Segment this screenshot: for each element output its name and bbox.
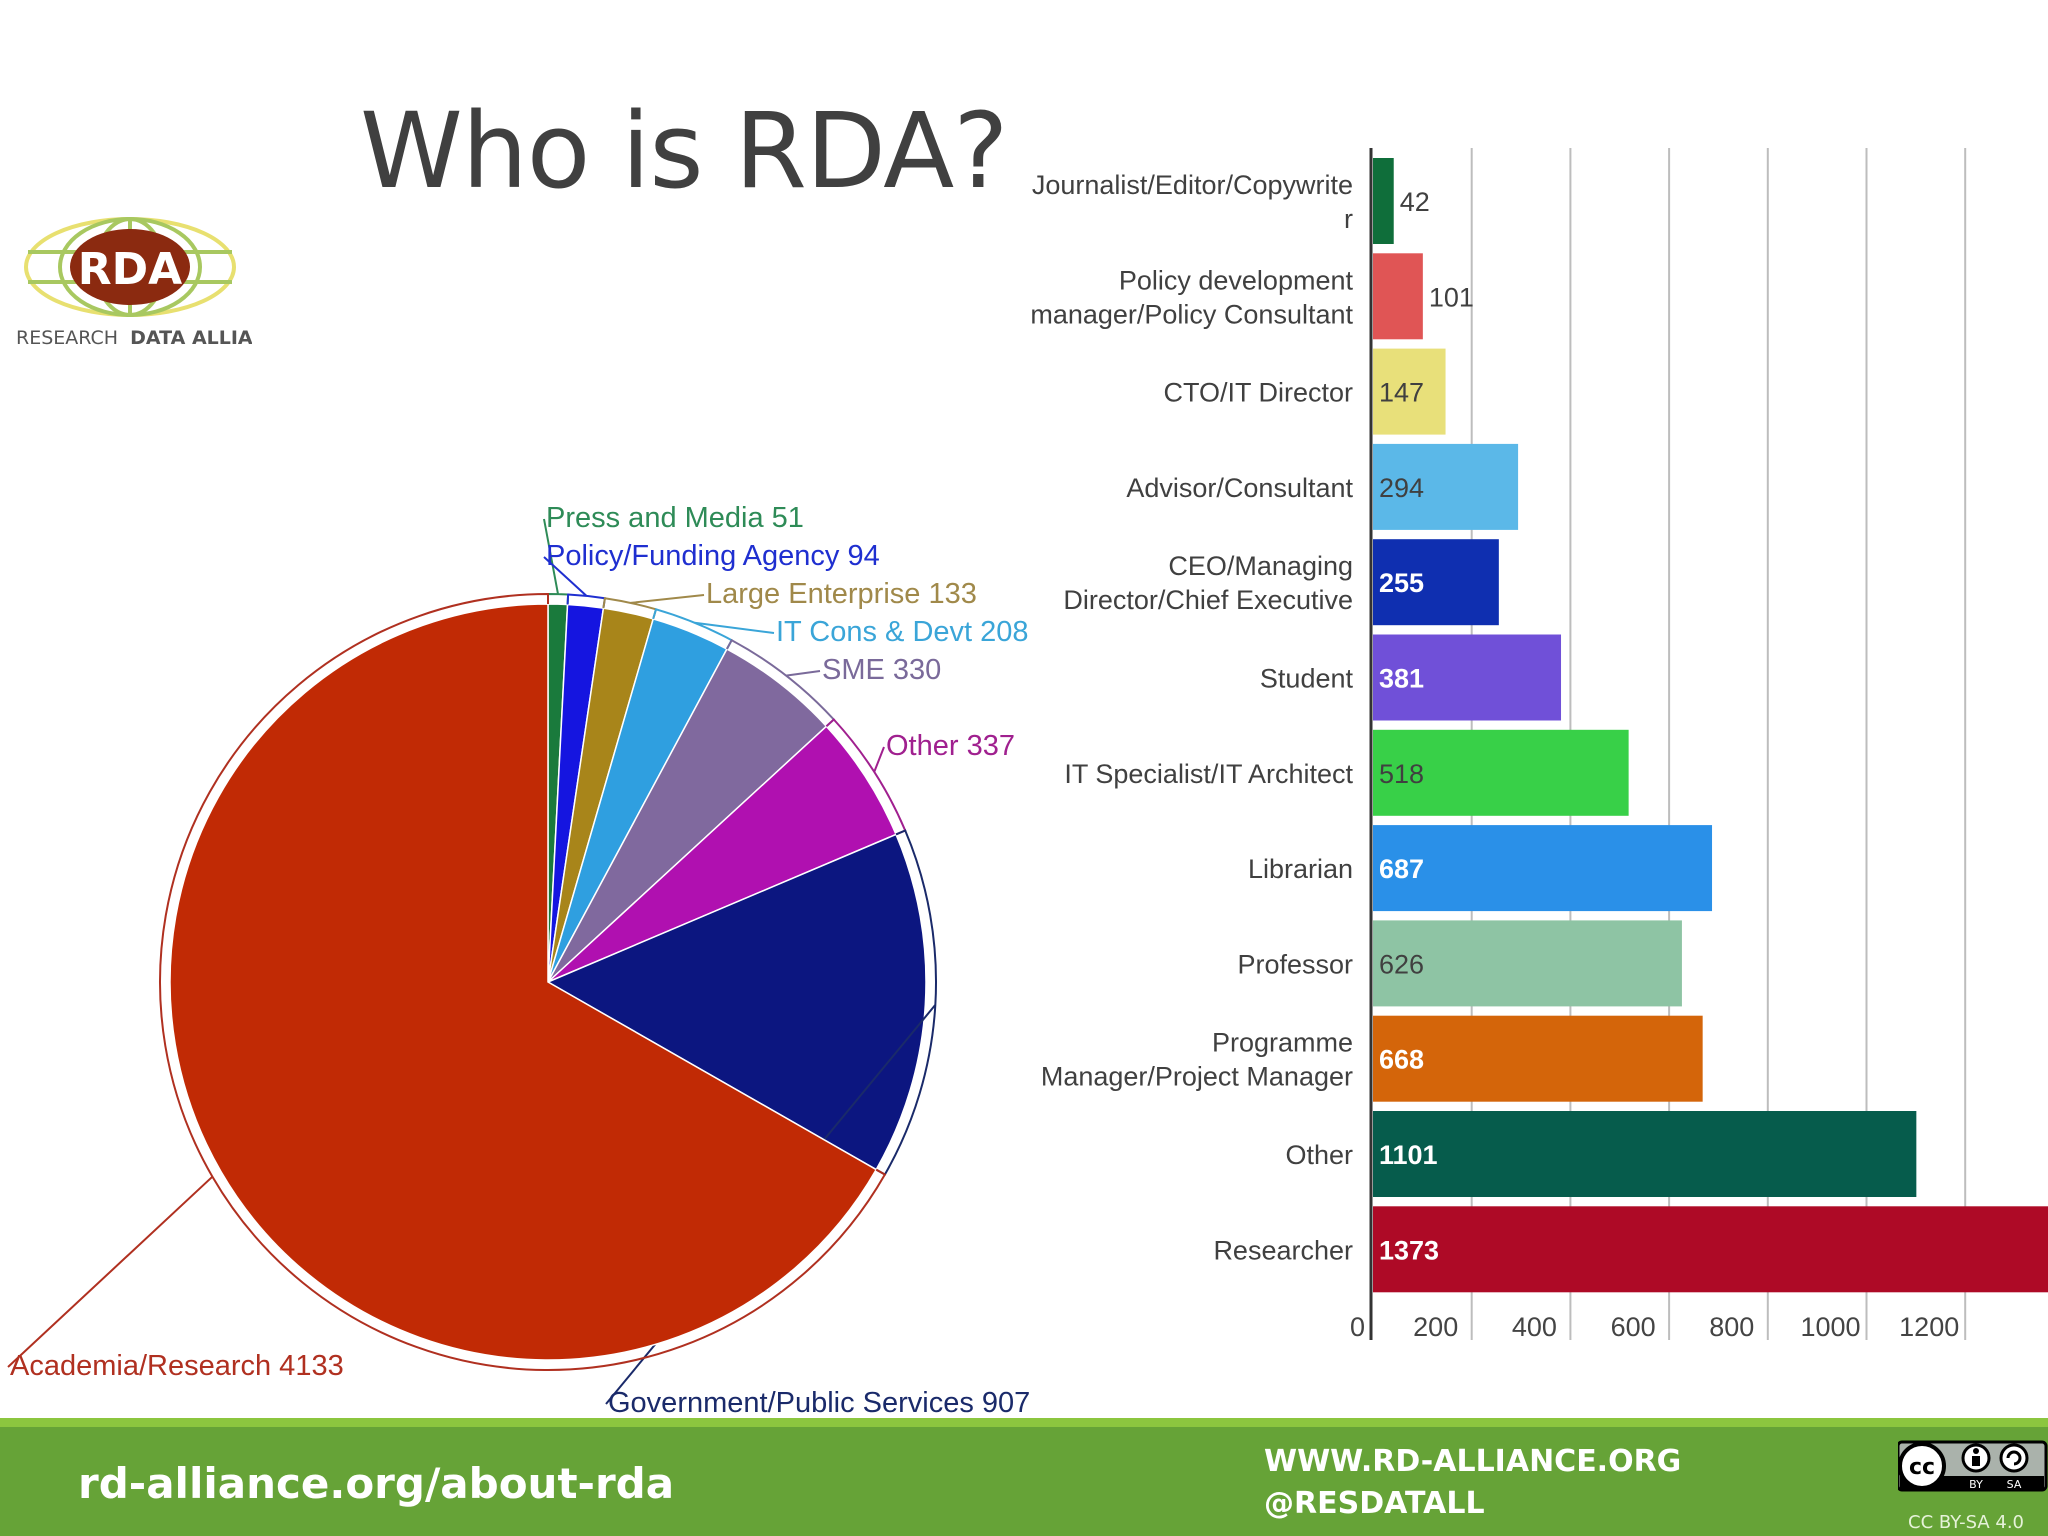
pie-slice-label: IT Cons & Devt 208 bbox=[776, 616, 1029, 648]
bar-value-label: 42 bbox=[1400, 187, 1430, 217]
footer-url-link[interactable]: rd-alliance.org/about-rda bbox=[78, 1459, 675, 1508]
footer-twitter-handle[interactable]: @RESDATALL bbox=[1264, 1486, 1485, 1521]
bar-value-label: 1101 bbox=[1379, 1140, 1438, 1170]
x-tick-label: 800 bbox=[1709, 1312, 1754, 1342]
bar bbox=[1373, 825, 1713, 912]
by-icon bbox=[1961, 1443, 1991, 1473]
x-tick-label: 1200 bbox=[1899, 1312, 1959, 1342]
bar-value-label: 381 bbox=[1379, 664, 1424, 694]
x-tick-label: 1000 bbox=[1800, 1312, 1860, 1342]
bar bbox=[1373, 1111, 1917, 1197]
pie-slice-label: Academia/Research 4133 bbox=[10, 1350, 344, 1382]
bar-value-label: 255 bbox=[1379, 568, 1424, 598]
cc-license-badge: cc BY SA bbox=[1898, 1440, 2048, 1492]
bar-value-label: 294 bbox=[1379, 473, 1424, 503]
bar bbox=[1373, 634, 1562, 721]
bar-category-label: Librarian bbox=[1248, 854, 1353, 884]
bar bbox=[1373, 1206, 2048, 1293]
bar-category-label: Other bbox=[1285, 1140, 1353, 1170]
rda-logo: RDA RESEARCH DATA ALLIANCE bbox=[16, 217, 252, 349]
pie-slice-label: Large Enterprise 133 bbox=[706, 578, 977, 610]
footer-website-link[interactable]: WWW.RD-ALLIANCE.ORG bbox=[1264, 1444, 1682, 1479]
bar-category-label: Advisor/Consultant bbox=[1126, 473, 1353, 503]
pie-slice bbox=[546, 833, 927, 1171]
pie-slice-label: SME 330 bbox=[822, 654, 941, 686]
bar-chart: 0 200 400 600 800 1000 1200 42 Journalist/Editor… bbox=[1030, 148, 2048, 1342]
slide-title: Who is RDA? bbox=[360, 90, 1008, 212]
cc-by-label: BY bbox=[1969, 1478, 1983, 1491]
x-tick-label: 200 bbox=[1413, 1312, 1458, 1342]
bar-category-label: CTO/IT Director bbox=[1163, 378, 1353, 408]
logo-name-light: RESEARCH bbox=[16, 327, 118, 349]
bar-value-label: 101 bbox=[1429, 282, 1474, 312]
bar bbox=[1373, 253, 1423, 340]
pie-slice-label: Other 337 bbox=[886, 730, 1015, 762]
svg-text:RESEARCH DATA ALLIANCE: RESEARCH DATA ALLIANCE bbox=[16, 327, 252, 349]
bar-category-label: Policy development manager/Policy Consult… bbox=[1030, 265, 1353, 329]
cc-sa-label: SA bbox=[2007, 1478, 2022, 1491]
bar-category-label: Student bbox=[1260, 664, 1354, 694]
logo-badge bbox=[70, 229, 190, 305]
pie-slice-label: Government/Public Services 907 bbox=[608, 1387, 1030, 1419]
bar-value-label: 518 bbox=[1379, 759, 1424, 789]
footer-contact: WWW.RD-ALLIANCE.ORG @RESDATALL bbox=[1264, 1441, 1681, 1525]
x-tick-label: 400 bbox=[1512, 1312, 1557, 1342]
bar bbox=[1373, 348, 1446, 435]
pie-slice-label: Press and Media 51 bbox=[546, 502, 804, 534]
svg-text:cc: cc bbox=[1909, 1455, 1935, 1480]
pie-leader-line bbox=[7, 592, 887, 1371]
x-tick-label: 0 bbox=[1350, 1312, 1365, 1342]
bar-category-label: Researcher bbox=[1213, 1235, 1353, 1265]
license-text: CC BY-SA 4.0 bbox=[1908, 1512, 2024, 1533]
bar bbox=[1373, 729, 1629, 816]
bar-category-label: Journalist/Editor/Copywrite r bbox=[1032, 170, 1353, 234]
logo-abbr: RDA bbox=[78, 244, 182, 295]
bar bbox=[1373, 443, 1519, 530]
bar bbox=[1373, 920, 1682, 1007]
bar-category-label: CEO/Managing Director/Chief Executive bbox=[1063, 551, 1353, 615]
bar-category-label: IT Specialist/IT Architect bbox=[1064, 759, 1353, 789]
bar-value-label: 626 bbox=[1379, 949, 1424, 979]
bar-category-label: Professor bbox=[1237, 949, 1353, 979]
pie-slice-label: Policy/Funding Agency 94 bbox=[546, 540, 880, 572]
pie-chart: Press and Media 51 Policy/Funding Agency … bbox=[7, 502, 1030, 1419]
logo-name-bold: DATA ALLIANCE bbox=[130, 327, 252, 349]
bar-value-label: 687 bbox=[1379, 854, 1424, 884]
bar bbox=[1373, 1015, 1703, 1102]
bar bbox=[1373, 158, 1394, 244]
sa-icon bbox=[1999, 1443, 2029, 1473]
x-tick-label: 600 bbox=[1611, 1312, 1656, 1342]
bar bbox=[1373, 539, 1499, 626]
bar-value-label: 1373 bbox=[1379, 1235, 1439, 1265]
bar-value-label: 147 bbox=[1379, 378, 1424, 408]
pie-leader-line bbox=[825, 718, 907, 836]
cc-icon: cc bbox=[1898, 1442, 1946, 1490]
pie-slice bbox=[169, 603, 878, 1361]
bar-value-label: 668 bbox=[1379, 1045, 1424, 1075]
bar-category-label: Programme Manager/Project Manager bbox=[1041, 1028, 1353, 1092]
footer-bar: rd-alliance.org/about-rda WWW.RD-ALLIANC… bbox=[0, 1418, 2048, 1536]
